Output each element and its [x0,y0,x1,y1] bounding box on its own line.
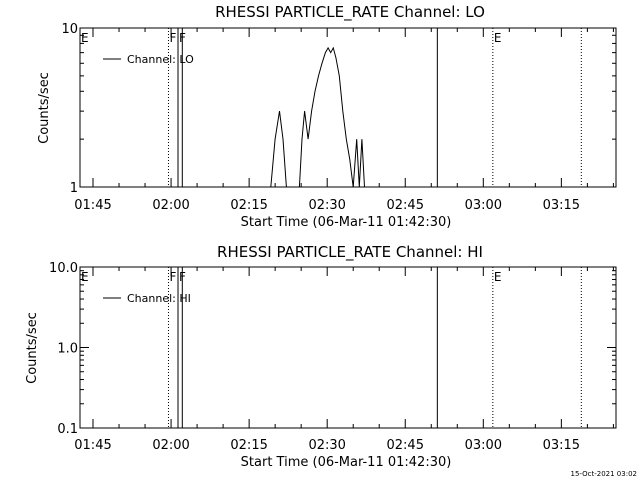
y-tick-label: 10 [61,22,78,37]
flag-label: E [81,31,89,45]
x-tick-label: 03:00 [465,198,502,213]
x-tick-label: 02:45 [387,438,424,453]
lo-series [177,27,365,188]
hi-legend-label: Channel: HI [127,292,191,305]
hi-series [177,266,183,428]
x-tick-label: 02:00 [152,198,189,213]
flag-label: E [81,270,89,284]
flag-label: E [494,31,502,45]
y-tick-label: 10.0 [49,261,78,276]
lo-x-tick-labels: 01:45 02:00 02:15 02:30 02:45 03:00 03:15 [74,198,580,213]
x-tick-label: 03:00 [465,438,502,453]
hi-x-tick-labels: 01:45 02:00 02:15 02:30 02:45 03:00 03:15 [74,438,580,453]
flag-label: F [169,31,176,45]
x-tick-label: 01:45 [74,438,111,453]
hi-x-axis-label: Start Time (06-Mar-11 01:42:30) [241,455,452,470]
lo-plot-frame [79,27,617,188]
lo-chart-title: RHESSI PARTICLE_RATE Channel: LO [215,3,485,22]
flag-label: F [169,270,176,284]
x-tick-label: 02:00 [152,438,189,453]
flag-label: E [494,270,502,284]
x-tick-label: 01:45 [74,198,111,213]
lo-x-axis-label: Start Time (06-Mar-11 01:42:30) [241,215,452,230]
hi-y-axis-label: Counts/sec [25,312,40,384]
x-tick-label: 02:45 [387,198,424,213]
lo-legend-label: Channel: LO [127,53,194,66]
hi-axis-ticks [80,266,616,429]
x-tick-label: 03:15 [543,438,580,453]
y-tick-label: 1.0 [57,342,78,357]
x-tick-label: 03:15 [543,198,580,213]
x-tick-label: 02:30 [308,198,345,213]
x-tick-label: 02:30 [308,438,345,453]
lo-axis-ticks [80,27,616,188]
series-line [177,266,183,428]
footer-timestamp: 15-Oct-2021 03:02 [571,470,637,478]
lo-y-axis-label: Counts/sec [37,72,52,144]
hi-y-tick-labels: 0.1 1.0 10.0 [49,261,78,437]
hi-chart-title: RHESSI PARTICLE_RATE Channel: HI [217,243,483,262]
lo-y-tick-labels: 1 10 [61,22,78,196]
y-tick-label: 0.1 [57,422,78,437]
x-tick-label: 02:15 [230,198,267,213]
y-tick-label: 1 [70,181,78,196]
x-tick-label: 02:15 [230,438,267,453]
series-line [177,27,365,188]
